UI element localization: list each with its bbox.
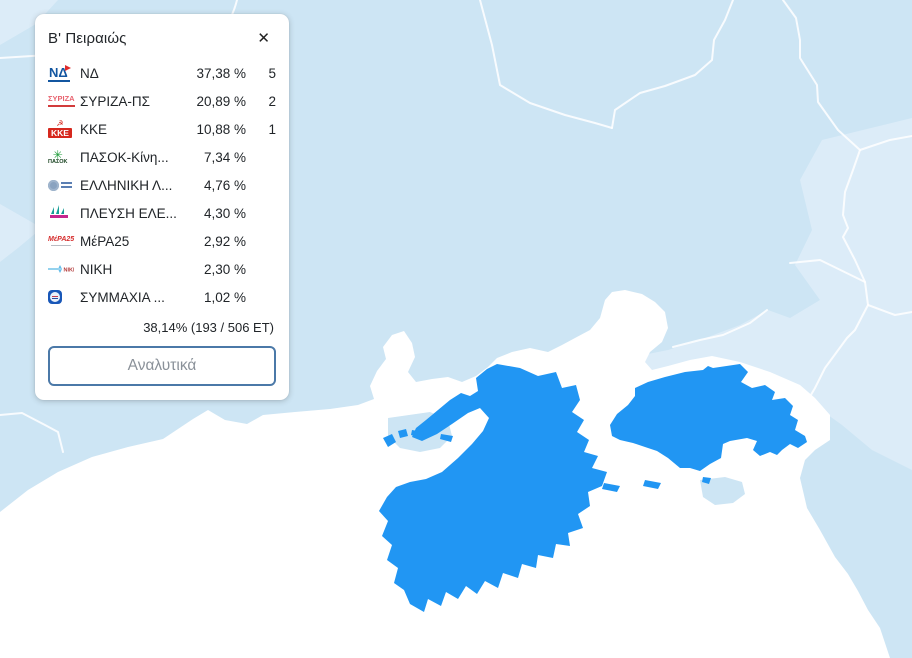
nd-logo: ΝΔ — [48, 64, 71, 82]
party-percentage: 10,88 % — [196, 121, 246, 137]
result-row: ΣΥΜΜΑΧΙΑ ... 1,02 % — [48, 283, 276, 311]
plefsi-eleftherias-logo — [48, 205, 80, 221]
pasok-logo: ✳ ΠΑΣΟΚ — [48, 147, 68, 165]
party-seats: 1 — [268, 121, 276, 137]
result-row: ✳ ΠΑΣΟΚ ΠΑΣΟΚ-Κίνη... 7,34 % — [48, 143, 276, 171]
selected-constituency-region[interactable] — [379, 364, 807, 612]
constituency-results-panel: Β' Πειραιώς ✕ ΝΔ ΝΔ 37,38 % 5 ΣΥΡΙΖΑ ΣΥΡ… — [35, 14, 289, 400]
mera25-logo: ΜέΡΑ25 — [48, 236, 80, 246]
party-percentage: 37,38 % — [196, 65, 246, 81]
result-row: ΕΛΛΗΝΙΚΗ Λ... 4,76 % — [48, 171, 276, 199]
party-seats: 2 — [268, 93, 276, 109]
result-row: ☭ ΚΚΕ ΚΚΕ 10,88 % 1 — [48, 115, 276, 143]
party-percentage: 4,30 % — [203, 205, 246, 221]
party-name: ΣΥΡΙΖΑ-ΠΣ — [80, 93, 150, 109]
party-seats: 5 — [268, 65, 276, 81]
party-percentage: 2,92 % — [203, 233, 246, 249]
result-row: ΠΛΕΥΣΗ ΕΛΕ... 4,30 % — [48, 199, 276, 227]
result-row: ΜέΡΑ25 ΜέΡΑ25 2,92 % — [48, 227, 276, 255]
result-row: ΝΔ ΝΔ 37,38 % 5 — [48, 59, 276, 87]
party-percentage: 20,89 % — [196, 93, 246, 109]
party-name: ΣΥΜΜΑΧΙΑ ... — [80, 289, 165, 305]
symmaxia-logo — [48, 290, 80, 304]
details-button[interactable]: Αναλυτικά — [48, 346, 276, 386]
syriza-logo: ΣΥΡΙΖΑ — [48, 95, 80, 107]
elliniki-lysi-logo — [48, 179, 80, 191]
party-name: ΜέΡΑ25 — [80, 233, 130, 249]
reporting-summary: 38,14% (193 / 506 ΕΤ) — [143, 320, 274, 335]
close-button[interactable]: ✕ — [253, 29, 274, 48]
results-list: ΝΔ ΝΔ 37,38 % 5 ΣΥΡΙΖΑ ΣΥΡΙΖΑ-ΠΣ 20,89 %… — [48, 59, 276, 311]
party-name: ΝΔ — [80, 65, 99, 81]
kke-logo: ☭ ΚΚΕ — [48, 119, 80, 139]
party-name: ΚΚΕ — [80, 121, 108, 137]
result-row: ΣΥΡΙΖΑ ΣΥΡΙΖΑ-ΠΣ 20,89 % 2 — [48, 87, 276, 115]
party-percentage: 1,02 % — [203, 289, 246, 305]
niki-logo: ΝΙΚΗ — [48, 263, 80, 275]
party-name: ΠΛΕΥΣΗ ΕΛΕ... — [80, 205, 177, 221]
result-row: ΝΙΚΗ ΝΙΚΗ 2,30 % — [48, 255, 276, 283]
svg-text:ΝΙΚΗ: ΝΙΚΗ — [64, 268, 75, 274]
panel-header: Β' Πειραιώς ✕ — [48, 25, 276, 51]
party-percentage: 4,76 % — [203, 177, 246, 193]
party-percentage: 7,34 % — [203, 149, 246, 165]
constituency-title: Β' Πειραιώς — [48, 29, 127, 47]
party-percentage: 2,30 % — [203, 261, 246, 277]
party-name: ΕΛΛΗΝΙΚΗ Λ... — [80, 177, 173, 193]
party-name: ΠΑΣΟΚ-Κίνη... — [80, 149, 169, 165]
party-name: ΝΙΚΗ — [80, 261, 113, 277]
